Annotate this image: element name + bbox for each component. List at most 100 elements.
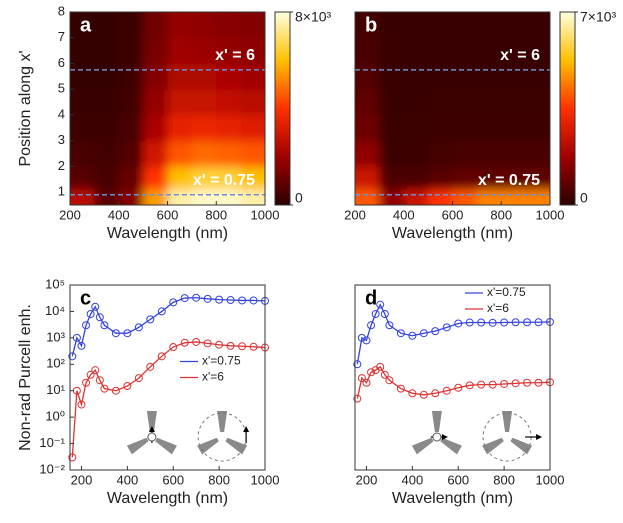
series-line <box>71 341 266 458</box>
series-line <box>356 365 551 399</box>
y-tick-label: 1 <box>58 184 65 199</box>
heatmap-cell <box>216 114 242 142</box>
heatmap-cell <box>191 89 217 116</box>
heatmap-cell <box>94 89 120 116</box>
heatmap-cell <box>167 166 193 190</box>
heatmap-cell <box>428 140 453 167</box>
heatmap-cell <box>476 188 502 205</box>
series-marker <box>477 380 486 389</box>
heatmap-cell <box>476 63 502 90</box>
series-marker <box>465 318 474 327</box>
dipole-icon <box>411 411 462 455</box>
heatmap-cell <box>191 63 217 90</box>
x-tick-label: 400 <box>108 207 130 222</box>
reference-label: x' = 0.75 <box>478 172 540 189</box>
series-marker <box>511 379 520 388</box>
series-marker <box>95 313 104 322</box>
heatmap-cell <box>476 140 502 167</box>
series-marker <box>353 394 362 403</box>
y-tick-label: 10³ <box>46 329 65 344</box>
series-marker <box>249 342 258 351</box>
heatmap-cell <box>525 37 550 64</box>
heatmap-cells <box>355 12 550 205</box>
heatmap-cell <box>501 63 527 90</box>
series-marker <box>442 386 451 395</box>
heatmap-cell <box>70 37 95 64</box>
heatmap-cell <box>240 12 265 39</box>
heatmap-cell <box>501 166 527 190</box>
dipole <box>432 432 442 442</box>
heatmap-cell <box>501 114 527 142</box>
y-tick-label: 5 <box>58 81 65 96</box>
series-marker <box>192 293 201 302</box>
legend-label: x'=0.75 <box>487 285 526 299</box>
heatmap-cell <box>216 140 242 167</box>
heatmap-cell <box>428 63 453 90</box>
heatmap-cell <box>167 12 193 39</box>
heatmap-cell <box>240 89 265 116</box>
heatmap-cell <box>118 188 144 205</box>
heatmap-cell <box>476 89 502 116</box>
series-marker <box>534 378 543 387</box>
heatmap-cell <box>379 140 405 167</box>
heatmap-cell <box>94 166 120 190</box>
heatmap-cell <box>452 188 478 205</box>
series-marker <box>353 360 362 369</box>
heatmap-cell <box>167 114 193 142</box>
plot-area <box>68 293 269 462</box>
heatmap-cell <box>379 37 405 64</box>
heatmap-cell <box>501 12 527 39</box>
heatmap-cell <box>191 12 217 39</box>
antenna-arm <box>411 437 434 455</box>
series-marker <box>376 300 385 309</box>
heatmap-cell <box>355 89 380 116</box>
series-marker <box>86 309 95 318</box>
series-marker <box>95 376 104 385</box>
heatmap-cell <box>191 140 217 167</box>
y-tick-label: 10² <box>46 356 65 371</box>
heatmap-cell <box>143 114 168 142</box>
heatmap-cell <box>476 166 502 190</box>
x-tick-label: 200 <box>356 472 378 487</box>
series-marker <box>477 318 486 327</box>
heatmap-cell <box>216 12 242 39</box>
heatmap-cell <box>476 37 502 64</box>
reference-label: x' = 0.75 <box>193 172 255 189</box>
series-marker <box>192 337 201 346</box>
dipole <box>147 432 157 442</box>
antenna-arm <box>502 411 513 432</box>
series-marker <box>169 343 178 352</box>
series-marker <box>396 384 405 393</box>
series-marker <box>367 321 376 330</box>
antenna-arm <box>482 437 504 455</box>
colorbar-tick-label: 7×10³ <box>580 9 617 25</box>
x-tick-label: 200 <box>71 472 93 487</box>
heatmap-cell <box>118 140 144 167</box>
series-marker <box>134 323 143 332</box>
series-marker <box>419 329 428 338</box>
arrow-head <box>536 434 543 440</box>
heatmap-cell <box>428 89 453 116</box>
heatmap-cell <box>525 63 550 90</box>
series-marker <box>408 389 417 398</box>
heatmap-cell <box>191 166 217 190</box>
series-marker <box>385 376 394 385</box>
series-marker <box>215 340 224 349</box>
series-marker <box>82 378 91 387</box>
series-marker <box>68 352 77 361</box>
series-marker <box>454 383 463 392</box>
series-marker <box>215 295 224 304</box>
series-marker <box>100 384 109 393</box>
heatmap-cell <box>525 188 550 205</box>
series-marker <box>238 342 247 351</box>
series-marker <box>362 336 371 345</box>
heatmap-cell <box>240 63 265 90</box>
series-marker <box>500 379 509 388</box>
x-axis-label: Wavelength (nm) <box>107 490 228 507</box>
x-tick-label: 200 <box>59 207 81 222</box>
heatmap-cell <box>167 89 193 116</box>
antenna-arm <box>431 411 442 432</box>
heatmap-cell <box>501 37 527 64</box>
antenna-arm <box>197 437 219 455</box>
